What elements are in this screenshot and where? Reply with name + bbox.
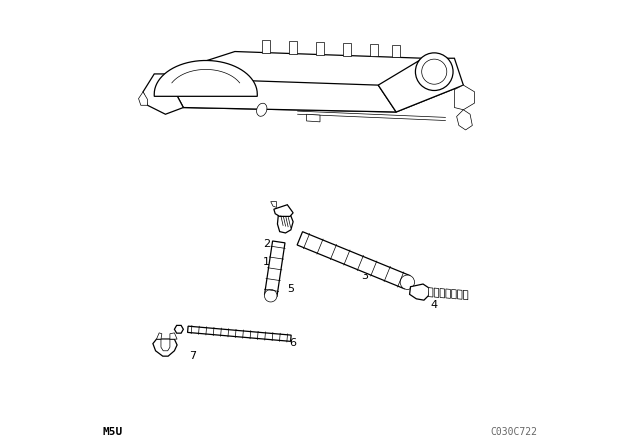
- Polygon shape: [392, 45, 400, 57]
- Polygon shape: [457, 110, 472, 130]
- Text: C030C722: C030C722: [490, 427, 538, 437]
- Polygon shape: [153, 339, 177, 356]
- Polygon shape: [262, 40, 270, 53]
- Circle shape: [422, 59, 447, 84]
- Text: 1: 1: [263, 257, 269, 267]
- Text: 5: 5: [287, 284, 294, 294]
- Polygon shape: [435, 288, 439, 297]
- Polygon shape: [165, 74, 396, 112]
- Polygon shape: [458, 290, 462, 299]
- Polygon shape: [428, 288, 433, 297]
- Text: 3: 3: [362, 271, 368, 280]
- Polygon shape: [161, 339, 170, 351]
- Polygon shape: [410, 284, 430, 300]
- Polygon shape: [343, 43, 351, 56]
- Text: 7: 7: [189, 351, 196, 361]
- Polygon shape: [143, 74, 184, 114]
- Polygon shape: [174, 325, 184, 333]
- Polygon shape: [440, 289, 445, 298]
- Polygon shape: [139, 92, 148, 105]
- Circle shape: [415, 53, 453, 90]
- Polygon shape: [463, 290, 468, 300]
- Polygon shape: [188, 326, 291, 341]
- Polygon shape: [297, 232, 410, 289]
- Ellipse shape: [257, 103, 267, 116]
- Text: 6: 6: [290, 338, 296, 348]
- Circle shape: [264, 289, 277, 302]
- Polygon shape: [154, 60, 257, 96]
- Polygon shape: [316, 42, 324, 55]
- Polygon shape: [370, 44, 378, 56]
- Polygon shape: [454, 85, 475, 110]
- Polygon shape: [378, 58, 463, 112]
- Polygon shape: [446, 289, 451, 298]
- Polygon shape: [307, 114, 320, 122]
- Polygon shape: [278, 214, 293, 233]
- Circle shape: [400, 275, 415, 289]
- Polygon shape: [264, 241, 285, 297]
- Polygon shape: [274, 205, 293, 216]
- Text: 2: 2: [262, 239, 270, 249]
- Polygon shape: [157, 333, 162, 339]
- Text: M5U: M5U: [103, 427, 123, 437]
- Polygon shape: [165, 52, 463, 112]
- Text: 4: 4: [431, 300, 438, 310]
- Polygon shape: [271, 202, 276, 207]
- Polygon shape: [289, 41, 297, 54]
- Polygon shape: [170, 333, 177, 339]
- Polygon shape: [452, 289, 456, 299]
